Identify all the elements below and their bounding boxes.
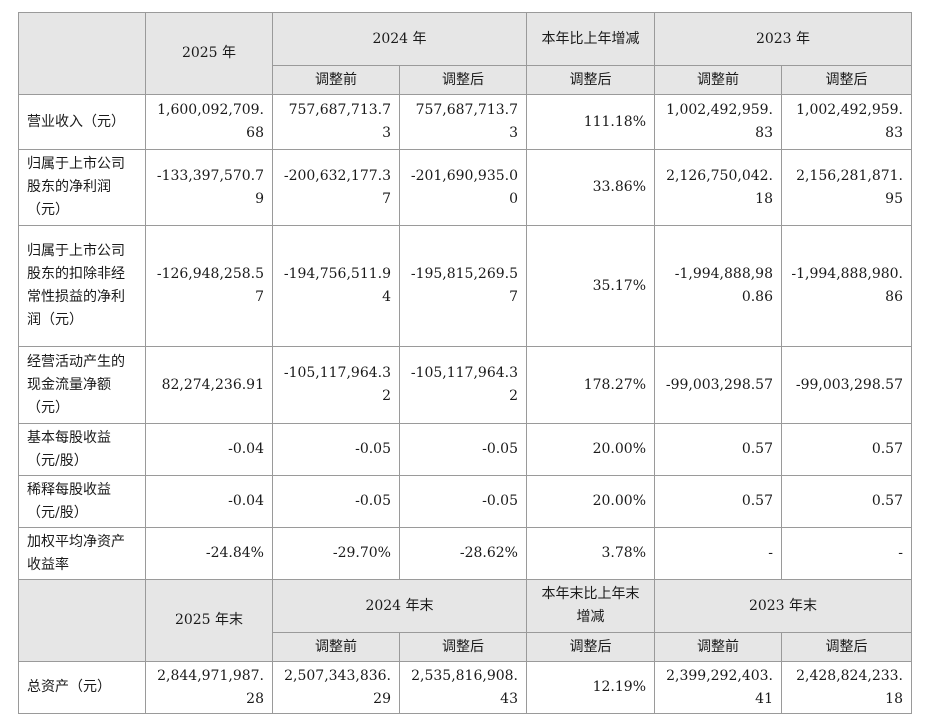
cell-2024-after: 757,687,713.73 xyxy=(399,94,527,150)
cell-2025: -126,948,258.57 xyxy=(145,225,273,347)
cell-2023-before: 0.57 xyxy=(654,423,782,476)
cell-2024-before: -0.05 xyxy=(272,423,400,476)
cell-2023-before: - xyxy=(654,527,782,580)
cell-2024-after: -0.05 xyxy=(399,475,527,528)
row-label: 加权平均净资产收益率 xyxy=(18,527,146,580)
cell-2024-after: -28.62% xyxy=(399,527,527,580)
cell-2023-before: 1,002,492,959.83 xyxy=(654,94,782,150)
cell-2025: 2,844,971,987.28 xyxy=(145,661,273,714)
header-2024: 2024 年 xyxy=(272,12,527,66)
cell-2023-after: 2,156,281,871.95 xyxy=(781,149,912,226)
table-row: 稀释每股收益（元/股） -0.04 -0.05 -0.05 20.00% 0.5… xyxy=(18,475,912,528)
header-2025: 2025 年 xyxy=(145,12,273,95)
cell-2025: -0.04 xyxy=(145,475,273,528)
header-2023-before: 调整前 xyxy=(654,65,782,95)
header-2024-end: 2024 年末 xyxy=(272,579,527,633)
cell-2023-after: 0.57 xyxy=(781,423,912,476)
header-2024-before: 调整前 xyxy=(272,65,400,95)
row-label: 总资产（元） xyxy=(18,661,146,714)
table-row: 归属于上市公司股东的净利润（元） -133,397,570.79 -200,63… xyxy=(18,149,912,226)
cell-2025: -133,397,570.79 xyxy=(145,149,273,226)
cell-2024-before: -200,632,177.37 xyxy=(272,149,400,226)
row-label: 归属于上市公司股东的扣除非经常性损益的净利润（元） xyxy=(18,225,146,347)
cell-2024-before: 757,687,713.73 xyxy=(272,94,400,150)
header-2025-end: 2025 年末 xyxy=(145,579,273,662)
cell-2024-before: -29.70% xyxy=(272,527,400,580)
cell-change: 20.00% xyxy=(526,423,655,476)
header-2023-end: 2023 年末 xyxy=(654,579,912,633)
cell-2025: 82,274,236.91 xyxy=(145,346,273,424)
subheader-row: 调整前 调整后 调整后 调整前 调整后 xyxy=(19,632,912,662)
cell-2024-before: -105,117,964.32 xyxy=(272,346,400,424)
table-row: 经营活动产生的现金流量净额（元） 82,274,236.91 -105,117,… xyxy=(18,346,912,424)
cell-2024-before: -194,756,511.94 xyxy=(272,225,400,347)
cell-change: 35.17% xyxy=(526,225,655,347)
cell-2025: 1,600,092,709.68 xyxy=(145,94,273,150)
cell-2023-before: -1,994,888,980.86 xyxy=(654,225,782,347)
cell-2025: -24.84% xyxy=(145,527,273,580)
subheader-row: 调整前 调整后 调整后 调整前 调整后 xyxy=(19,65,912,95)
table-row: 营业收入（元） 1,600,092,709.68 757,687,713.73 … xyxy=(18,94,912,150)
cell-2024-after: -201,690,935.00 xyxy=(399,149,527,226)
cell-2023-before: 2,399,292,403.41 xyxy=(654,661,782,714)
table-row: 加权平均净资产收益率 -24.84% -29.70% -28.62% 3.78%… xyxy=(18,527,912,580)
header-row: 2025 年末 2024 年末 本年末比上年末增减 2023 年末 xyxy=(18,579,912,662)
row-label: 基本每股收益（元/股） xyxy=(18,423,146,476)
cell-2024-after: -0.05 xyxy=(399,423,527,476)
header-row: 2025 年 2024 年 本年比上年增减 2023 年 xyxy=(18,12,912,95)
table-row: 总资产（元） 2,844,971,987.28 2,507,343,836.29… xyxy=(18,661,912,714)
cell-2023-before: 0.57 xyxy=(654,475,782,528)
header-corner xyxy=(18,12,146,95)
header-2023: 2023 年 xyxy=(654,12,912,66)
header-change-end: 本年末比上年末增减 xyxy=(526,579,655,633)
row-label: 稀释每股收益（元/股） xyxy=(18,475,146,528)
cell-2025: -0.04 xyxy=(145,423,273,476)
header-change: 本年比上年增减 xyxy=(526,12,655,66)
cell-2023-after: - xyxy=(781,527,912,580)
cell-2023-after: 1,002,492,959.83 xyxy=(781,94,912,150)
cell-2023-after: 2,428,824,233.18 xyxy=(781,661,912,714)
header-2023-end-before: 调整前 xyxy=(654,632,782,662)
header-2024-end-after: 调整后 xyxy=(399,632,527,662)
table-row: 基本每股收益（元/股） -0.04 -0.05 -0.05 20.00% 0.5… xyxy=(18,423,912,476)
cell-change: 12.19% xyxy=(526,661,655,714)
cell-2023-after: -1,994,888,980.86 xyxy=(781,225,912,347)
cell-change: 178.27% xyxy=(526,346,655,424)
cell-change: 33.86% xyxy=(526,149,655,226)
cell-2024-before: 2,507,343,836.29 xyxy=(272,661,400,714)
cell-2024-before: -0.05 xyxy=(272,475,400,528)
cell-2023-after: -99,003,298.57 xyxy=(781,346,912,424)
header-2024-end-before: 调整前 xyxy=(272,632,400,662)
cell-2023-before: -99,003,298.57 xyxy=(654,346,782,424)
header-corner xyxy=(18,579,146,662)
header-2023-after: 调整后 xyxy=(781,65,912,95)
header-change-after: 调整后 xyxy=(526,65,655,95)
header-2024-after: 调整后 xyxy=(399,65,527,95)
cell-2024-after: 2,535,816,908.43 xyxy=(399,661,527,714)
header-change-end-after: 调整后 xyxy=(526,632,655,662)
cell-2024-after: -195,815,269.57 xyxy=(399,225,527,347)
header-2023-end-after: 调整后 xyxy=(781,632,912,662)
cell-2024-after: -105,117,964.32 xyxy=(399,346,527,424)
cell-2023-after: 0.57 xyxy=(781,475,912,528)
row-label: 营业收入（元） xyxy=(18,94,146,150)
row-label: 归属于上市公司股东的净利润（元） xyxy=(18,149,146,226)
financial-data-table: 2025 年 2024 年 本年比上年增减 2023 年 调整前 调整后 调整后… xyxy=(18,12,912,714)
cell-change: 111.18% xyxy=(526,94,655,150)
cell-change: 20.00% xyxy=(526,475,655,528)
table-row: 归属于上市公司股东的扣除非经常性损益的净利润（元） -126,948,258.5… xyxy=(18,225,912,347)
cell-2023-before: 2,126,750,042.18 xyxy=(654,149,782,226)
cell-change: 3.78% xyxy=(526,527,655,580)
row-label: 经营活动产生的现金流量净额（元） xyxy=(18,346,146,424)
